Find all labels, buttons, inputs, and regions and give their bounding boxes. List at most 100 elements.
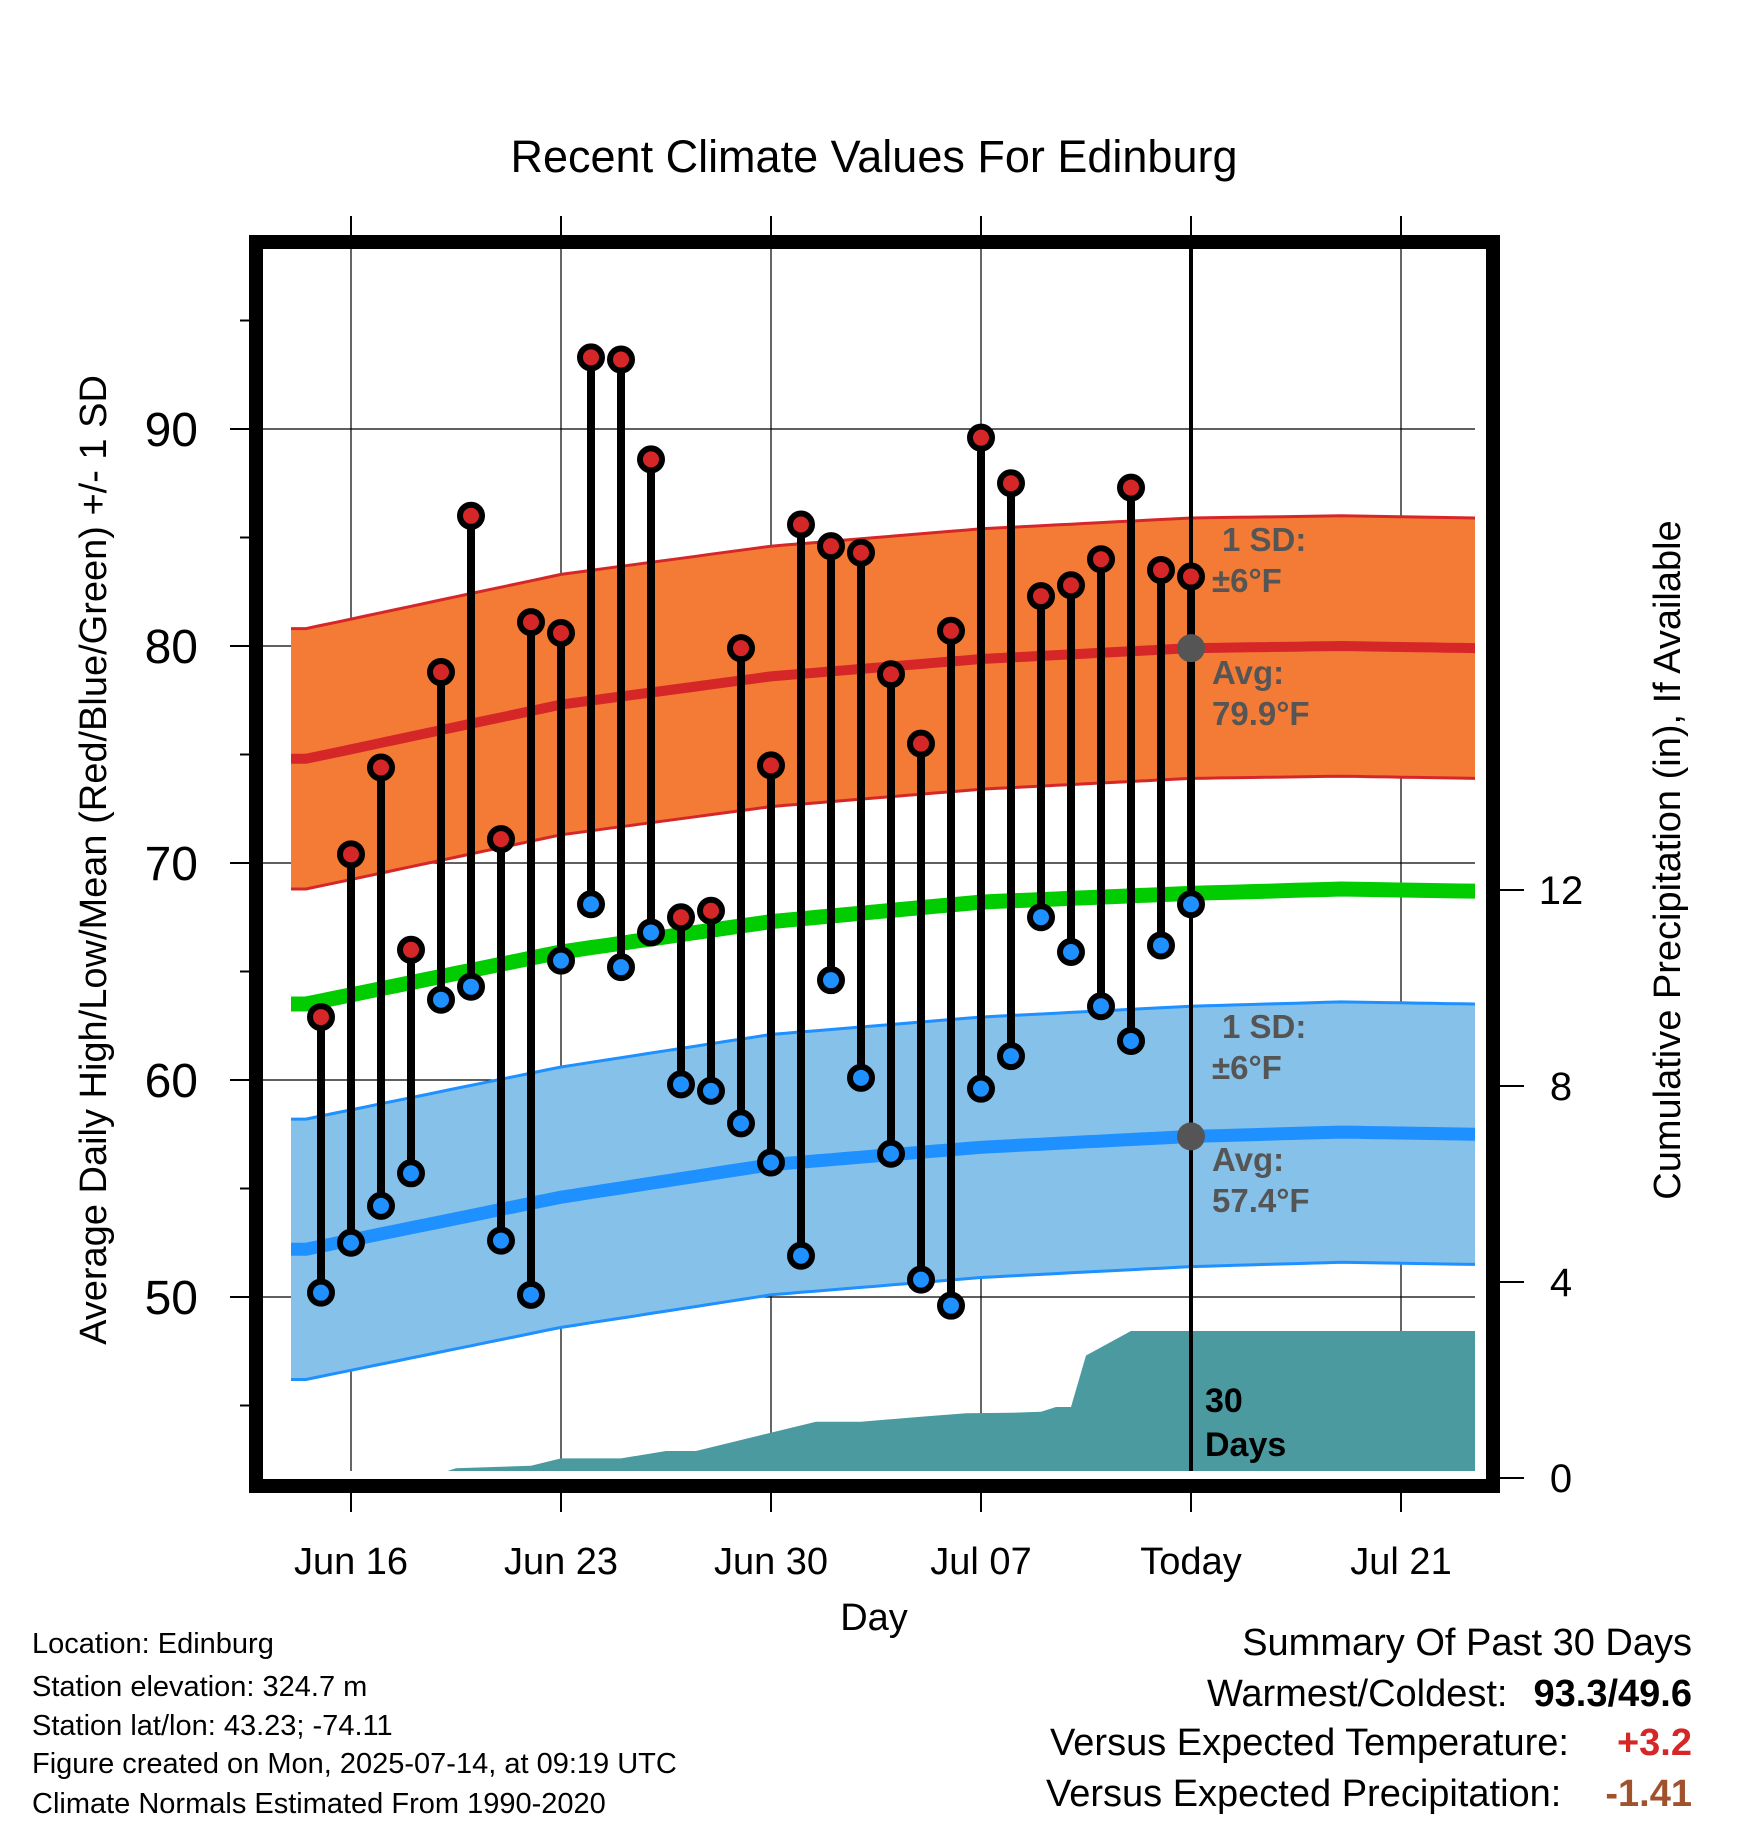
plot-frame — [249, 235, 1500, 1493]
precip-area — [447, 1331, 1475, 1471]
low-point — [547, 946, 575, 975]
coldest-value: 49.6 — [1618, 1673, 1692, 1715]
high-point — [1087, 545, 1115, 574]
high-point — [757, 751, 785, 780]
low-point — [517, 1280, 545, 1309]
low-point — [877, 1139, 905, 1168]
high-point — [487, 825, 515, 854]
high-sd-value: ±6°F — [1212, 562, 1282, 599]
high-point — [877, 660, 905, 689]
low-avg-value: 57.4°F — [1212, 1182, 1310, 1219]
y2-tick-label: 8 — [1550, 1065, 1572, 1109]
high-point — [1177, 562, 1205, 591]
high-sd-upper-line — [291, 514, 1475, 631]
low-point — [967, 1074, 995, 1103]
high-point — [607, 345, 635, 374]
low-point — [607, 953, 635, 982]
info-normals: Climate Normals Estimated From 1990-2020 — [32, 1788, 606, 1820]
days-count-label: 30 — [1205, 1382, 1243, 1420]
high-point — [967, 423, 995, 452]
today-low-avg-marker — [1177, 1122, 1205, 1151]
high-avg-label: Avg: — [1212, 654, 1284, 691]
warm-cold-label: Warmest/Coldest: — [1206, 1673, 1508, 1715]
high-point — [547, 618, 575, 647]
today-high-avg-marker — [1177, 634, 1205, 663]
low-point — [787, 1241, 815, 1270]
high-sd-label: 1 SD: — [1222, 521, 1306, 558]
y-tick-label: 50 — [145, 1272, 198, 1325]
high-point — [577, 343, 605, 372]
low-point — [997, 1042, 1025, 1071]
summary-precip: Versus Expected Precipitation: -1.41 — [1046, 1775, 1692, 1813]
high-point — [907, 729, 935, 758]
low-point — [667, 1070, 695, 1099]
low-point — [727, 1109, 755, 1138]
low-point — [367, 1191, 395, 1220]
summary-title-text: Summary Of Past 30 Days — [1242, 1622, 1692, 1664]
warmest-value: 93.3 — [1533, 1673, 1608, 1715]
x-tick-label: Jul 07 — [930, 1541, 1031, 1583]
precip-value: -1.41 — [1605, 1773, 1692, 1815]
y-tick-label: 80 — [145, 621, 198, 674]
low-point — [397, 1159, 425, 1188]
high-point — [307, 1003, 335, 1032]
high-point — [817, 532, 845, 561]
high-point — [637, 445, 665, 474]
x-tick-label: Jul 21 — [1350, 1541, 1451, 1583]
x-tick-label: Jun 16 — [294, 1541, 408, 1583]
high-point — [367, 753, 395, 782]
y2-tick-label: 12 — [1539, 869, 1584, 913]
low-point — [907, 1265, 935, 1294]
low-point — [427, 985, 455, 1014]
low-point — [1177, 890, 1205, 919]
high-point — [1147, 556, 1175, 585]
high-point — [997, 469, 1025, 498]
high-point — [457, 501, 485, 530]
low-point — [817, 966, 845, 995]
high-point — [667, 903, 695, 932]
high-point — [1027, 582, 1055, 611]
high-point — [697, 896, 725, 925]
low-point — [1117, 1026, 1145, 1055]
low-point — [757, 1148, 785, 1177]
high-point — [727, 634, 755, 663]
low-sd-value: ±6°F — [1212, 1049, 1282, 1086]
high-point — [787, 510, 815, 539]
temp-label: Versus Expected Temperature: — [1050, 1722, 1569, 1764]
temp-value: +3.2 — [1616, 1722, 1692, 1764]
high-point — [937, 616, 965, 645]
low-point — [847, 1063, 875, 1092]
y-tick-label: 70 — [145, 838, 198, 891]
precip-label: Versus Expected Precipitation: — [1045, 1773, 1562, 1815]
summary-temp: Versus Expected Temperature: +3.2 — [1050, 1724, 1692, 1762]
low-point — [577, 890, 605, 919]
low-point — [337, 1228, 365, 1257]
high-point — [337, 840, 365, 869]
days-word-label: Days — [1205, 1426, 1286, 1464]
high-avg-value: 79.9°F — [1212, 695, 1310, 732]
low-sd-label: 1 SD: — [1222, 1008, 1306, 1045]
low-point — [697, 1076, 725, 1105]
high-point — [1057, 571, 1085, 600]
low-sd-lower-line — [291, 1260, 1475, 1381]
info-created: Figure created on Mon, 2025-07-14, at 09… — [32, 1748, 677, 1780]
high-point — [1117, 473, 1145, 502]
y-tick-label: 90 — [145, 404, 198, 457]
x-tick-label: Jun 23 — [504, 1541, 618, 1583]
x-tick-label: Today — [1140, 1541, 1241, 1583]
high-point — [847, 538, 875, 567]
low-point — [457, 972, 485, 1001]
high-point — [397, 935, 425, 964]
warm-cold-value: 93.3/49.6 — [1533, 1673, 1693, 1715]
high-point — [517, 608, 545, 637]
y-tick-label: 60 — [145, 1055, 198, 1108]
y2-axis-label: Cumulative Precipitation (in), If Availa… — [1647, 520, 1689, 1199]
summary-warm-cold: Warmest/Coldest: 93.3/49.6 — [1207, 1675, 1692, 1713]
low-point — [1057, 937, 1085, 966]
y-axis-label: Average Daily High/Low/Mean (Red/Blue/Gr… — [73, 375, 115, 1345]
high-point — [427, 658, 455, 687]
low-avg-label: Avg: — [1212, 1141, 1284, 1178]
info-elevation: Station elevation: 324.7 m — [32, 1671, 368, 1703]
y2-tick-label: 0 — [1550, 1457, 1572, 1501]
